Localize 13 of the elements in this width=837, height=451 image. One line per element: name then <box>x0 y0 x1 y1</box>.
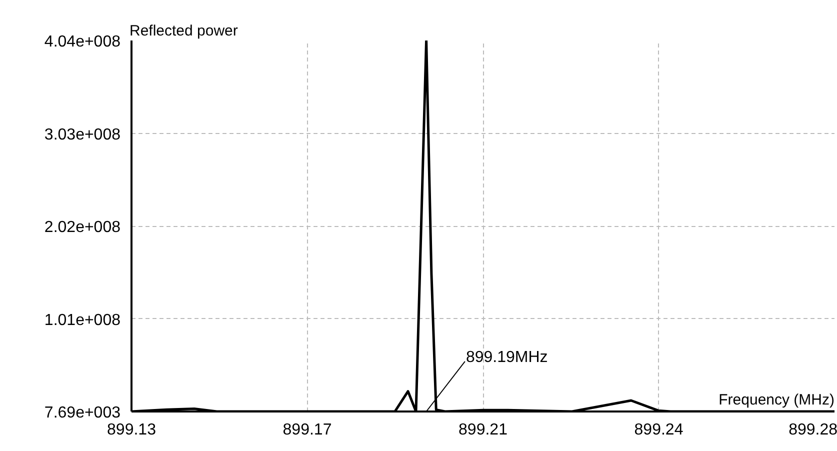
y-axis-title: Reflected power <box>130 22 238 40</box>
y-tick-label: 7.69e+003 <box>44 404 121 422</box>
y-tick-label: 4.04e+008 <box>44 34 121 50</box>
y-tick-label: 3.03e+008 <box>44 126 121 144</box>
annotation: 899.19MHz <box>466 348 548 366</box>
y-tick-label: 1.01e+008 <box>44 312 121 329</box>
x-tick-label: 899.13 <box>107 422 156 438</box>
x-tick-label: 899.28 <box>788 422 837 438</box>
x-tick-label: 899.17 <box>282 422 332 438</box>
x-axis-title: Frequency (MHz) <box>718 392 835 408</box>
x-tick-label: 899.24 <box>634 422 684 438</box>
x-tick-label: 899.21 <box>458 422 508 438</box>
y-tick-label: 2.02e+008 <box>44 219 121 236</box>
